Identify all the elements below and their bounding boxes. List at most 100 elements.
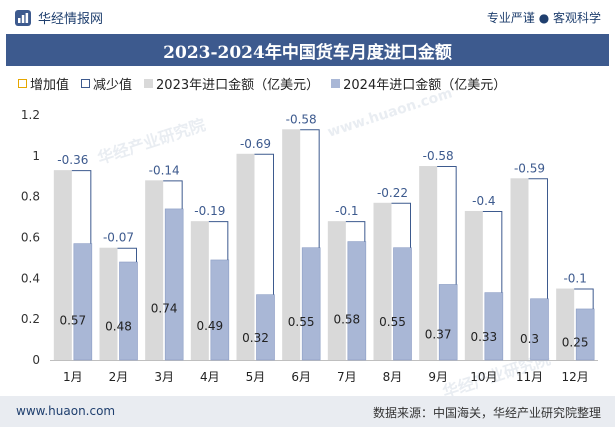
decrease-connector-4月 [208, 221, 229, 260]
decrease-connector-8月 [391, 202, 411, 248]
decrease-connector-6月 [300, 129, 320, 248]
decrease-connector-3月 [163, 180, 183, 209]
y-tick-label-2: 0.4 [21, 271, 40, 285]
y-tick-label-5: 1 [32, 149, 40, 163]
change-label-3月: -0.14 [149, 163, 180, 177]
bar-2023-2月 [99, 247, 118, 360]
bar-2023-9月 [419, 166, 438, 360]
value-label-6月: 0.55 [288, 315, 315, 329]
y-tick-label-4: 0.8 [21, 190, 40, 204]
bar-2024-10月 [484, 292, 504, 361]
legend-label-increase: 增加值 [30, 78, 70, 93]
bar-2024-1月 [73, 243, 93, 361]
x-tick-label-9: 10月 [470, 370, 497, 384]
bar-2023-12月 [556, 288, 575, 360]
bar-2024-11月 [530, 298, 549, 361]
x-tick-label-7: 8月 [383, 370, 403, 384]
change-label-12月: -0.1 [563, 272, 586, 286]
change-label-9月: -0.58 [423, 149, 454, 163]
title-bar: 2023-2024年中国货车月度进口金额 [6, 34, 609, 66]
bar-2024-5月 [256, 294, 275, 361]
change-label-10月: -0.4 [472, 194, 495, 208]
y-tick-label-1: 0.2 [21, 312, 40, 326]
decrease-connector-11月 [528, 178, 548, 299]
footer-source: 数据来源：中国海关，华经产业研究院整理 [372, 406, 601, 420]
x-tick-label-4: 5月 [246, 370, 266, 384]
bar-2023-8月 [373, 202, 392, 360]
x-tick-label-11: 12月 [562, 370, 589, 384]
y-tick-label-6: 1.2 [21, 108, 40, 122]
top-bar: 华经情报网 专业严谨 ● 客观科学 [0, 0, 615, 34]
value-label-4月: 0.49 [196, 319, 223, 333]
x-tick-label-3: 4月 [200, 370, 220, 384]
value-label-10月: 0.33 [470, 330, 497, 344]
decrease-connector-10月 [482, 210, 503, 293]
legend-label-decrease: 减少值 [93, 78, 133, 93]
value-label-7月: 0.58 [333, 313, 360, 327]
bar-2024-6月 [301, 247, 321, 361]
legend-item-2023: 2023年进口金额（亿美元） [144, 74, 319, 93]
footer: www.huaon.com 数据来源：中国海关，华经产业研究院整理 [0, 396, 615, 427]
bar-2023-11月 [510, 178, 529, 360]
x-tick-label-10: 11月 [516, 370, 543, 384]
legend-item-2024: 2024年进口金额（亿美元） [331, 74, 506, 93]
chart: 0 0.2 0.4 0.6 0.8 1 1.2 -0.36 0.57 1月 -0.07 0.48 2月 -… [21, 108, 598, 384]
change-label-8月: -0.22 [377, 186, 408, 200]
bar-2024-3月 [164, 208, 184, 361]
brand: 华经情报网 [14, 8, 103, 27]
legend-item-increase: 增加值 [18, 74, 69, 93]
legend-swatch-increase [18, 79, 27, 88]
change-label-1月: -0.36 [57, 153, 88, 167]
value-label-5月: 0.32 [242, 331, 269, 345]
legend: 增加值 减少值 2023年进口金额（亿美元） 2024年进口金额（亿美元） [18, 74, 506, 93]
bar-2023-7月 [327, 221, 346, 360]
bar-2023-3月 [145, 180, 164, 360]
change-label-2月: -0.07 [103, 231, 134, 245]
bar-2024-8月 [393, 247, 412, 361]
legend-swatch-2024 [331, 79, 341, 88]
y-tick-label-3: 0.6 [21, 231, 40, 245]
chart-title: 2023-2024年中国货车月度进口金额 [163, 42, 452, 63]
value-label-3月: 0.74 [151, 302, 178, 316]
legend-label-2024: 2024年进口金额（亿美元） [343, 78, 507, 93]
bar-2024-9月 [438, 284, 458, 361]
x-tick-label-0: 1月 [63, 370, 83, 384]
bar-2023-1月 [53, 170, 72, 360]
x-tick-label-2: 3月 [154, 370, 174, 384]
change-label-11月: -0.59 [514, 161, 545, 175]
legend-label-2023: 2023年进口金额（亿美元） [156, 78, 320, 93]
brand-name: 华经情报网 [38, 12, 104, 27]
x-tick-label-5: 6月 [291, 370, 311, 384]
decrease-connector-12月 [574, 288, 594, 309]
bar-2024-4月 [210, 259, 230, 361]
value-label-11月: 0.3 [520, 332, 539, 346]
value-label-9月: 0.37 [425, 327, 452, 341]
x-tick-label-6: 7月 [337, 370, 357, 384]
bar-2024-12月 [575, 308, 595, 361]
value-label-8月: 0.55 [379, 315, 406, 329]
legend-swatch-2023 [144, 79, 154, 88]
change-label-4月: -0.19 [194, 204, 225, 218]
x-tick-label-8: 9月 [428, 370, 448, 384]
bar-2023-5月 [236, 153, 255, 360]
slogan: 专业严谨 ● 客观科学 [486, 11, 601, 25]
y-tick-label-0: 0 [32, 353, 40, 367]
bar-2023-10月 [464, 210, 483, 360]
change-label-5月: -0.69 [240, 137, 271, 151]
footer-website: www.huaon.com [16, 404, 116, 418]
decrease-connector-5月 [254, 153, 274, 295]
bar-2024-2月 [119, 261, 138, 361]
change-label-7月: -0.1 [335, 204, 358, 218]
legend-swatch-decrease [81, 79, 91, 88]
bar-2024-7月 [347, 241, 367, 361]
change-label-6月: -0.58 [286, 112, 317, 126]
decrease-connector-9月 [437, 166, 457, 285]
value-label-12月: 0.25 [562, 336, 589, 350]
decrease-connector-2月 [117, 247, 137, 262]
legend-item-decrease: 减少值 [81, 74, 132, 93]
x-tick-label-1: 2月 [109, 370, 129, 384]
value-label-2月: 0.48 [105, 320, 132, 334]
decrease-connector-1月 [71, 170, 92, 244]
value-label-1月: 0.57 [59, 313, 86, 327]
brand-logo-icon [15, 9, 31, 26]
